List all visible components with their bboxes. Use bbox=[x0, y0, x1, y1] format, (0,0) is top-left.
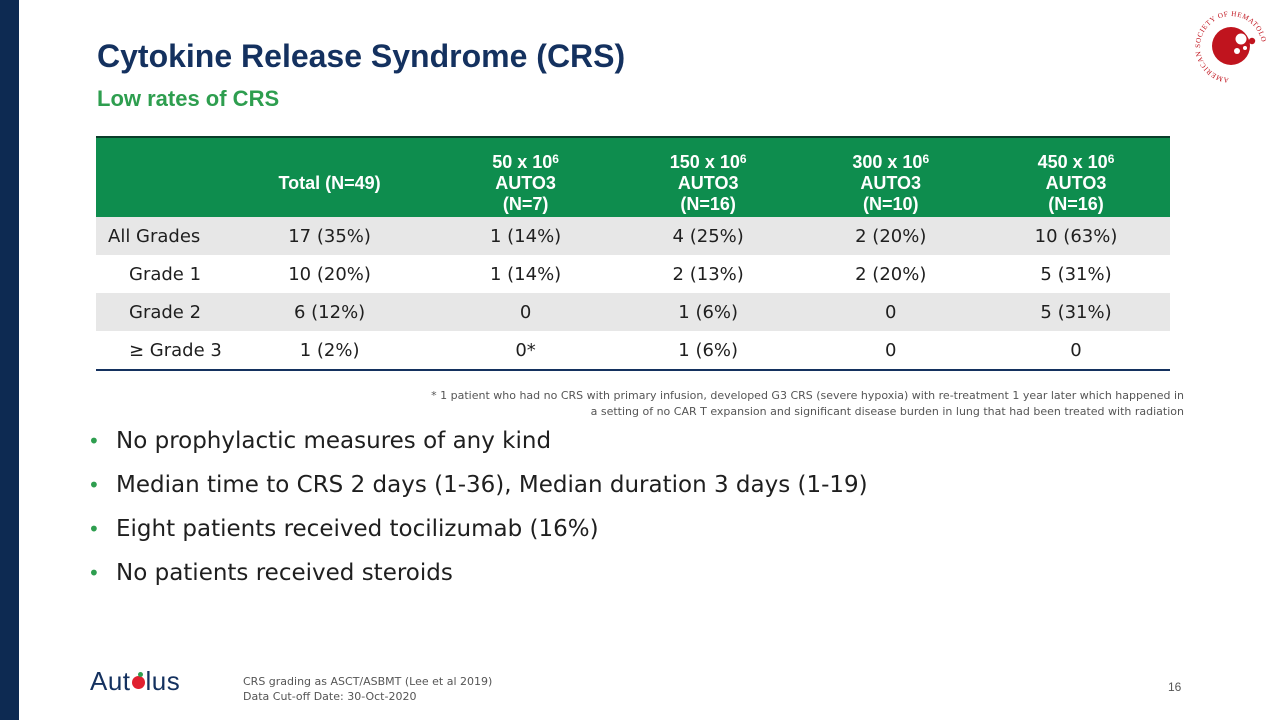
bullet-dot-icon: • bbox=[88, 429, 100, 453]
table-cell: 4 (25%) bbox=[616, 217, 800, 255]
row-label: All Grades bbox=[96, 217, 225, 255]
grading-note: CRS grading as ASCT/ASBMT (Lee et al 201… bbox=[243, 675, 493, 688]
crs-table: Total (N=49) 50 x 106 AUTO3 (N=7) 150 x 10… bbox=[96, 136, 1170, 371]
table-row: Grade 1 10 (20%) 1 (14%) 2 (13%) 2 (20%)… bbox=[96, 255, 1170, 293]
table-header-cell: Total (N=49) bbox=[224, 136, 435, 217]
slide-subtitle: Low rates of CRS bbox=[97, 86, 280, 111]
bullet-item: • No prophylactic measures of any kind bbox=[88, 422, 868, 466]
table-cell: 5 (31%) bbox=[982, 293, 1170, 331]
table-cell: 6 (12%) bbox=[224, 293, 435, 331]
autolus-logo: Aut lus bbox=[90, 666, 181, 696]
table-cell: 2 (20%) bbox=[855, 263, 927, 285]
table-cell: 5 (31%) bbox=[1040, 263, 1112, 285]
table-header-cell: 50 x 106 AUTO3 (N=7) bbox=[434, 136, 617, 217]
table-cell: 0 bbox=[799, 293, 983, 331]
table-cell: 0 bbox=[799, 331, 983, 371]
footnote-line: a setting of no CAR T expansion and sign… bbox=[590, 405, 1184, 418]
row-label: Grade 1 bbox=[129, 263, 202, 285]
table-cell: 10 (20%) bbox=[288, 263, 371, 285]
table-cell: 1 (2%) bbox=[224, 331, 435, 371]
table-header-cell: 450 x 106 AUTO3 (N=16) bbox=[982, 136, 1170, 217]
footnote-line: * 1 patient who had no CRS with primary … bbox=[431, 389, 1184, 402]
bullet-list: • No prophylactic measures of any kind • M… bbox=[88, 422, 868, 598]
bullet-item: • Median time to CRS 2 days (1-36), Media… bbox=[88, 466, 868, 510]
page-number: 16 bbox=[1168, 680, 1182, 694]
table-cell: 10 (63%) bbox=[982, 217, 1170, 255]
row-label: Grade 2 bbox=[96, 293, 225, 331]
table-cell: 0 bbox=[434, 293, 617, 331]
cutoff-note: Data Cut-off Date: 30-Oct-2020 bbox=[243, 690, 417, 703]
table-cell: 0* bbox=[434, 331, 617, 371]
table-header-row: Total (N=49) 50 x 106 AUTO3 (N=7) 150 x 10… bbox=[96, 136, 1170, 217]
table-cell: 2 (13%) bbox=[672, 263, 744, 285]
row-label: ≥ Grade 3 bbox=[96, 331, 225, 371]
bullet-item: • No patients received steroids bbox=[88, 554, 868, 598]
slide-title: Cytokine Release Syndrome (CRS) bbox=[97, 38, 626, 74]
table-row: All Grades 17 (35%) 1 (14%) 4 (25%) 2 (2… bbox=[96, 217, 1170, 255]
ash-logo-icon: AMERICAN SOCIETY OF HEMATOLOGY bbox=[1190, 6, 1267, 84]
table-header-cell bbox=[96, 136, 225, 217]
bullet-item: • Eight patients received tocilizumab (16… bbox=[88, 510, 868, 554]
table-cell: 1 (6%) bbox=[616, 293, 800, 331]
table-header-cell: 300 x 106 AUTO3 (N=10) bbox=[799, 136, 983, 217]
bullet-dot-icon: • bbox=[88, 517, 100, 541]
bullet-dot-icon: • bbox=[88, 473, 100, 497]
table-cell: 1 (14%) bbox=[489, 263, 562, 285]
table-row: ≥ Grade 3 1 (2%) 0* 1 (6%) 0 0 bbox=[96, 331, 1170, 371]
autolus-o-icon bbox=[131, 671, 145, 689]
table-footnote: * 1 patient who had no CRS with primary … bbox=[424, 388, 1184, 420]
table-cell: 0 bbox=[982, 331, 1170, 371]
footer-notes: CRS grading as ASCT/ASBMT (Lee et al 201… bbox=[243, 674, 492, 704]
sidebar-stripe bbox=[0, 0, 19, 720]
table-cell: 1 (6%) bbox=[616, 331, 800, 371]
table-cell: 2 (20%) bbox=[799, 217, 983, 255]
table-header-cell: 150 x 106 AUTO3 (N=16) bbox=[616, 136, 800, 217]
table-cell: 17 (35%) bbox=[224, 217, 435, 255]
table-row: Grade 2 6 (12%) 0 1 (6%) 0 5 (31%) bbox=[96, 293, 1170, 331]
bullet-dot-icon: • bbox=[88, 561, 100, 585]
table-cell: 1 (14%) bbox=[434, 217, 617, 255]
